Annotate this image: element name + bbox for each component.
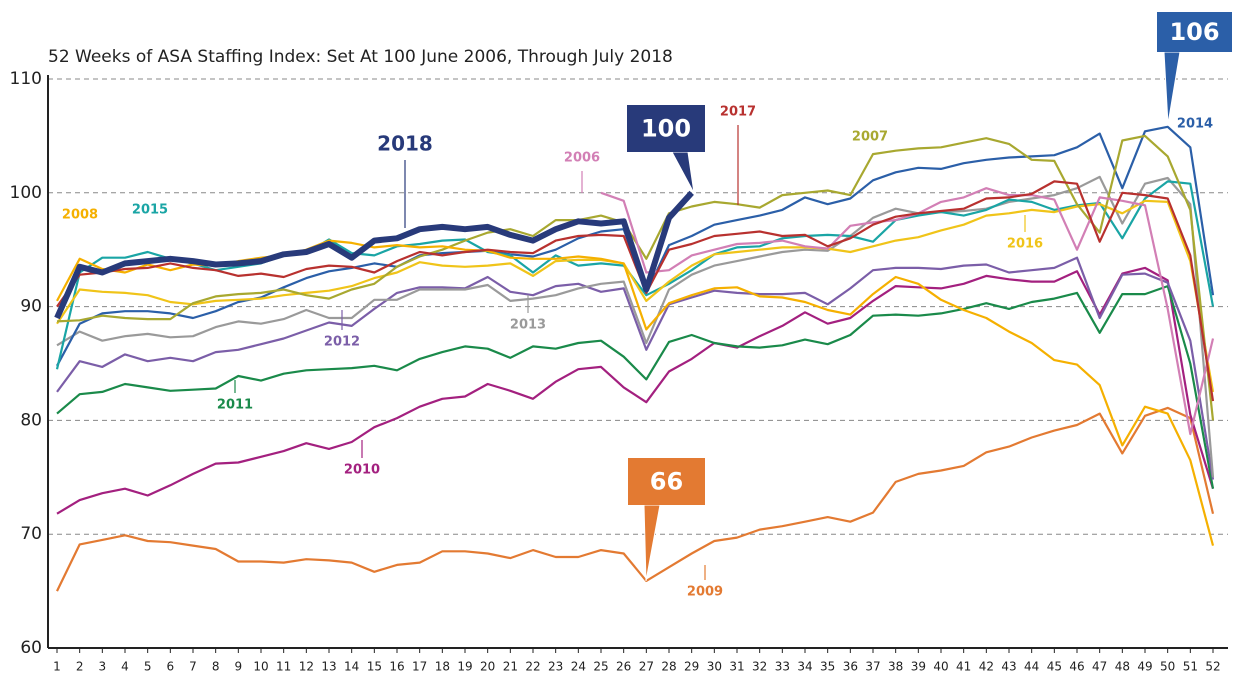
x-tick-label: 16 bbox=[389, 660, 404, 674]
x-tick-label: 43 bbox=[1001, 660, 1016, 674]
x-tick-label: 41 bbox=[956, 660, 971, 674]
series-line bbox=[56, 285, 1215, 489]
x-tick-label: 17 bbox=[412, 660, 427, 674]
series-label: 2009 bbox=[687, 585, 723, 600]
x-tick-label: 34 bbox=[797, 660, 812, 674]
series-line bbox=[56, 406, 1215, 592]
x-tick-label: 50 bbox=[1160, 660, 1175, 674]
x-tick-label: 26 bbox=[616, 660, 631, 674]
y-tick-label: 60 bbox=[20, 638, 42, 658]
y-tick-label: 110 bbox=[10, 69, 42, 89]
x-tick-label: 30 bbox=[707, 660, 722, 674]
callout-pointer bbox=[671, 151, 695, 194]
x-tick-label: 14 bbox=[344, 660, 359, 674]
x-tick-label: 31 bbox=[729, 660, 744, 674]
x-tick-label: 3 bbox=[99, 660, 107, 674]
series-label: 2008 bbox=[62, 208, 98, 223]
callout-pointer bbox=[643, 504, 661, 582]
x-tick-label: 39 bbox=[911, 660, 926, 674]
x-tick-label: 9 bbox=[235, 660, 243, 674]
callout-label: 66 bbox=[650, 468, 683, 496]
series-label: 2017 bbox=[720, 105, 756, 120]
callout-box bbox=[1157, 12, 1232, 52]
x-tick-label: 40 bbox=[933, 660, 948, 674]
callout-label: 100 bbox=[641, 115, 691, 143]
x-tick-label: 44 bbox=[1024, 660, 1039, 674]
series-line bbox=[56, 199, 1215, 393]
x-tick-label: 52 bbox=[1205, 660, 1220, 674]
x-tick-label: 22 bbox=[525, 660, 540, 674]
x-tick-label: 45 bbox=[1047, 660, 1062, 674]
x-tick-label: 24 bbox=[571, 660, 586, 674]
x-tick-label: 7 bbox=[189, 660, 197, 674]
series-label: 2010 bbox=[344, 463, 380, 478]
x-tick-label: 49 bbox=[1137, 660, 1152, 674]
x-tick-label: 19 bbox=[457, 660, 472, 674]
series-label: 2013 bbox=[510, 318, 546, 333]
x-tick-label: 10 bbox=[253, 660, 268, 674]
x-tick-label: 38 bbox=[888, 660, 903, 674]
series-line bbox=[56, 266, 1215, 515]
series-line bbox=[56, 134, 1215, 421]
callout-pointer bbox=[1163, 51, 1181, 125]
callout-label: 106 bbox=[1169, 18, 1219, 46]
y-tick-label: 90 bbox=[20, 297, 42, 317]
series-label: 2006 bbox=[564, 151, 600, 166]
series-label: 2018 bbox=[377, 132, 433, 156]
callout-box bbox=[628, 458, 705, 505]
series-line bbox=[54, 190, 694, 320]
x-tick-label: 51 bbox=[1183, 660, 1198, 674]
x-tick-label: 11 bbox=[276, 660, 291, 674]
series-label: 2007 bbox=[852, 130, 888, 145]
callout-box bbox=[627, 105, 705, 152]
series-label: 2016 bbox=[1007, 237, 1043, 252]
x-tick-label: 48 bbox=[1115, 660, 1130, 674]
x-tick-label: 28 bbox=[661, 660, 676, 674]
x-tick-label: 37 bbox=[865, 660, 880, 674]
x-tick-label: 4 bbox=[121, 660, 129, 674]
x-tick-label: 42 bbox=[979, 660, 994, 674]
x-tick-label: 18 bbox=[435, 660, 450, 674]
x-tick-label: 20 bbox=[480, 660, 495, 674]
x-tick-label: 21 bbox=[503, 660, 518, 674]
series-line bbox=[600, 187, 1215, 436]
x-tick-label: 23 bbox=[548, 660, 563, 674]
x-tick-label: 27 bbox=[639, 660, 654, 674]
x-tick-label: 25 bbox=[593, 660, 608, 674]
x-tick-label: 1 bbox=[53, 660, 61, 674]
x-tick-label: 2 bbox=[76, 660, 84, 674]
x-tick-label: 5 bbox=[144, 660, 152, 674]
series-label: 2015 bbox=[132, 203, 168, 218]
x-tick-label: 36 bbox=[843, 660, 858, 674]
series-line bbox=[56, 256, 1215, 480]
series-line bbox=[56, 175, 1215, 478]
y-tick-label: 80 bbox=[20, 410, 42, 430]
x-tick-label: 32 bbox=[752, 660, 767, 674]
x-tick-label: 12 bbox=[299, 660, 314, 674]
x-tick-label: 15 bbox=[367, 660, 382, 674]
chart-title: 52 Weeks of ASA Staffing Index: Set At 1… bbox=[48, 47, 673, 67]
x-tick-label: 13 bbox=[321, 660, 336, 674]
x-tick-label: 46 bbox=[1069, 660, 1084, 674]
x-tick-label: 29 bbox=[684, 660, 699, 674]
x-tick-label: 33 bbox=[775, 660, 790, 674]
series-label: 2014 bbox=[1177, 117, 1213, 132]
x-tick-label: 6 bbox=[167, 660, 175, 674]
x-tick-label: 47 bbox=[1092, 660, 1107, 674]
series-label: 2012 bbox=[324, 335, 360, 350]
y-tick-label: 100 bbox=[10, 183, 42, 203]
x-tick-label: 8 bbox=[212, 660, 220, 674]
x-tick-label: 35 bbox=[820, 660, 835, 674]
y-tick-label: 70 bbox=[20, 524, 42, 544]
series-label: 2011 bbox=[217, 398, 253, 413]
